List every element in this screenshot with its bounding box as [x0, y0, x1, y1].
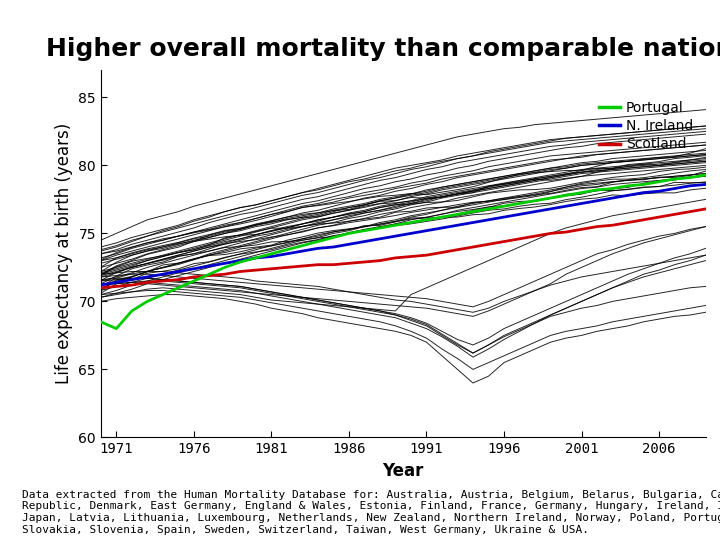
Legend: Portugal, N. Ireland, Scotland: Portugal, N. Ireland, Scotland — [594, 96, 698, 157]
Text: Data extracted from the Human Mortality Database for: Australia, Austria, Belgiu: Data extracted from the Human Mortality … — [22, 490, 720, 535]
Text: Higher overall mortality than comparable nations: Higher overall mortality than comparable… — [46, 37, 720, 62]
X-axis label: Year: Year — [382, 462, 424, 480]
Y-axis label: Life expectancy at birth (years): Life expectancy at birth (years) — [55, 123, 73, 384]
